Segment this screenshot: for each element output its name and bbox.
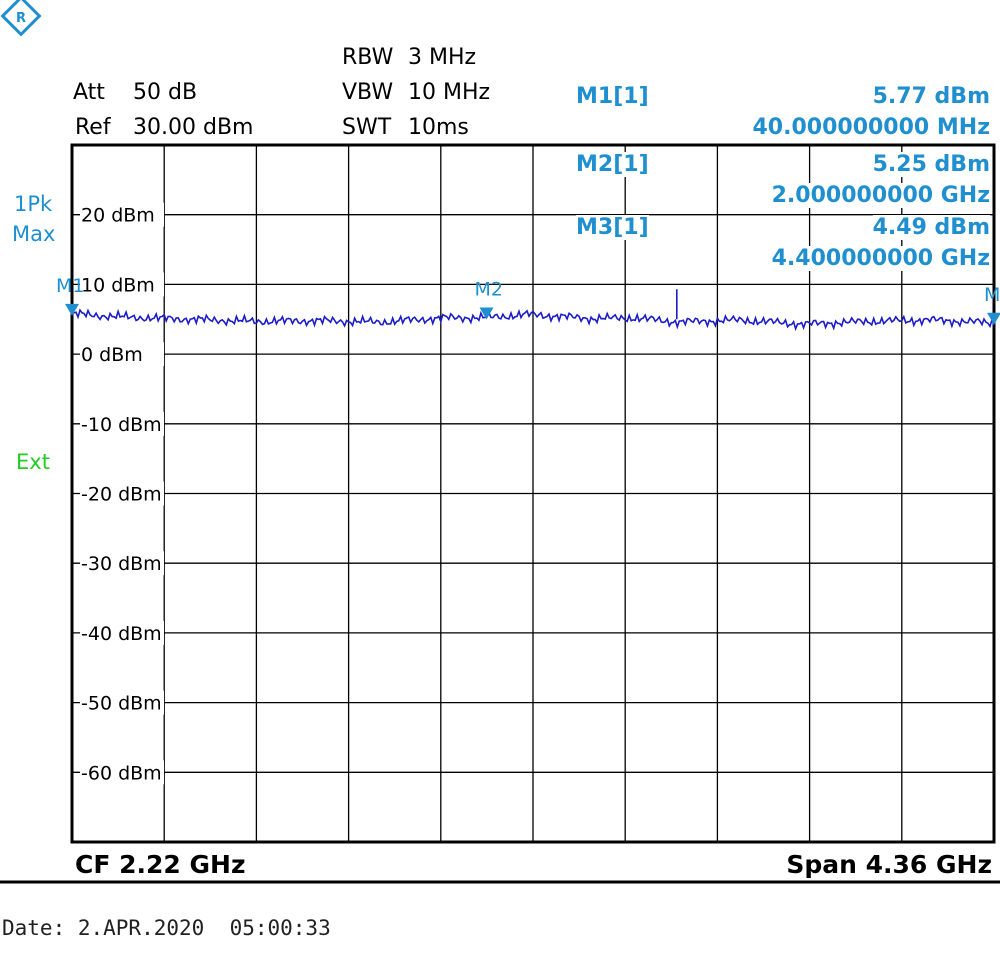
att-label: Att: [73, 80, 105, 105]
marker-triangle-icon: [479, 307, 494, 320]
tick-label-bg: [80, 342, 164, 367]
trace-markers: M1 M2 M: [56, 275, 1000, 325]
trace-mode-1: 1Pk: [14, 192, 53, 216]
att-value: 50 dB: [133, 80, 198, 105]
marker-triangle-icon: [987, 312, 1000, 325]
y-tick-label: -60 dBm: [81, 762, 162, 784]
span: Span 4.36 GHz: [786, 850, 992, 879]
tick-label-bg: [80, 620, 164, 645]
swt-label: SWT: [342, 115, 392, 140]
y-tick-label: 10 dBm: [81, 274, 155, 296]
tick-label-bg: [80, 760, 164, 785]
marker-1-freq: 40.000000000 MHz: [752, 115, 990, 140]
center-frequency: CF 2.22 GHz: [75, 850, 246, 879]
y-tick-label: -30 dBm: [81, 553, 162, 575]
trace-1: [71, 289, 995, 332]
rbw-label: RBW: [342, 45, 394, 70]
ext-label: Ext: [16, 450, 50, 474]
marker-3-level: 4.49 dBm: [872, 215, 990, 240]
tick-label-bg: [80, 551, 164, 576]
y-tick-label: -40 dBm: [81, 623, 162, 645]
marker-1-level: 5.77 dBm: [872, 84, 990, 109]
y-tick-label: -20 dBm: [81, 484, 162, 506]
marker-3-freq: 4.400000000 GHz: [771, 246, 990, 271]
plot-frame: [70, 143, 996, 844]
marker-3-id: M3[1]: [576, 215, 649, 240]
marker-label: M1: [56, 275, 84, 297]
marker-triangle-icon: [65, 303, 79, 316]
swt-value: 10ms: [408, 115, 469, 140]
svg-text:R: R: [16, 11, 26, 26]
y-tick-label: -10 dBm: [81, 414, 162, 436]
ref-value: 30.00 dBm: [133, 115, 254, 140]
tick-label-bg: [80, 411, 164, 436]
marker-label: M: [984, 284, 1000, 306]
marker-label: M2: [474, 279, 502, 301]
date-stamp: Date: 2.APR.2020 05:00:33: [2, 916, 331, 940]
plot-grid: [0, 143, 1000, 884]
tick-label-bg: [80, 481, 164, 506]
trace-line: [71, 308, 995, 332]
y-tick-label: 0 dBm: [81, 344, 143, 366]
marker-2-freq: 2.000000000 GHz: [771, 183, 990, 208]
vbw-label: VBW: [342, 80, 394, 105]
vbw-value: 10 MHz: [408, 80, 491, 105]
marker-2-level: 5.25 dBm: [872, 152, 990, 177]
rbw-value: 3 MHz: [408, 45, 477, 70]
ref-label: Ref: [75, 115, 111, 140]
marker-2-id: M2[1]: [576, 152, 649, 177]
y-tick-label: -50 dBm: [81, 693, 162, 715]
y-tick-label: 20 dBm: [81, 205, 155, 227]
y-axis-ticks: 20 dBm 10 dBm 0 dBm -10 dBm -20 dBm -30 dBm -4…: [80, 202, 164, 785]
tick-label-bg: [80, 272, 164, 297]
marker-1-id: M1[1]: [576, 84, 649, 109]
marker-readout-panel: M1[1] 5.77 dBm 40.000000000 MHz M2[1] 5.…: [572, 82, 994, 272]
spectrum-plot: 20 dBm 10 dBm 0 dBm -10 dBm -20 dBm -30 dBm -4…: [0, 143, 1000, 884]
tick-label-bg: [80, 202, 164, 227]
tick-label-bg: [80, 690, 164, 715]
rohde-schwarz-logo-icon: R: [0, 0, 42, 42]
trace-mode-2: Max: [12, 222, 56, 246]
